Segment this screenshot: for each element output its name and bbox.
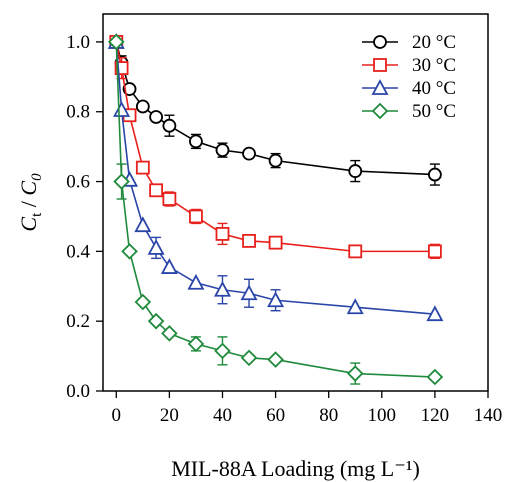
data-point [348,164,363,178]
y-axis-title-subscript-0: 0 [29,173,45,181]
data-point [242,146,256,161]
data-point [346,298,364,315]
data-point [346,365,364,382]
y-axis-title-slash: / [16,196,41,213]
y-tick-label: 0.6 [66,172,90,193]
x-tick-label: 60 [266,405,285,426]
data-point [122,82,137,96]
data-point [348,244,363,259]
y-axis-title-c: C [16,217,41,232]
data-point [240,349,258,367]
y-axis-title: Ct / C0 [16,173,45,232]
data-point [427,244,442,259]
x-tick-label: 80 [319,405,338,426]
legend-marker [371,102,389,120]
legend-label: 30 °C [412,55,456,76]
series-line [115,41,435,253]
data-point [149,110,164,124]
x-tick-label: 40 [213,405,232,426]
legend-marker [373,35,387,49]
x-tick-label: 140 [474,405,503,426]
series-layer [107,33,444,386]
y-axis-title-subscript-t: t [29,212,45,217]
data-point [268,235,283,250]
legend-marker [373,58,387,72]
data-point [215,143,230,158]
data-point [135,160,150,175]
x-tick-label: 120 [421,405,450,426]
data-point [240,284,258,301]
data-point [215,227,230,241]
data-point [161,325,178,342]
data-point [187,335,205,353]
data-point [427,167,442,182]
data-point [268,153,283,168]
y-axis-title-c0: C [16,181,41,196]
plot-frame [102,13,489,392]
data-point [160,258,178,274]
legend-label: 50 °C [412,101,456,122]
series-triangle [107,33,444,322]
data-point [135,99,150,114]
data-point [213,280,231,297]
data-point [267,291,285,308]
data-point [162,192,177,206]
data-point [147,312,165,330]
data-point [113,173,130,190]
y-tick-label: 1.0 [66,32,90,53]
data-point [426,368,444,386]
legend-marker [371,79,389,95]
series-line [115,41,435,316]
x-tick-label: 20 [160,405,179,426]
y-tick-label: 0.2 [66,311,90,332]
y-tick-label: 0.0 [66,381,90,402]
series-line [115,41,435,378]
plot-area-border [102,13,489,392]
data-point [426,305,444,322]
data-point [108,33,125,51]
x-tick-label: 0 [112,405,122,426]
data-point [187,273,205,290]
data-point [242,233,256,248]
data-point [189,209,203,224]
x-axis-ticks: 0 20 40 60 80 100 120 140 [112,391,503,426]
data-point [149,183,164,198]
legend: 20 °C30 °C40 °C50 °C [362,32,456,122]
y-axis-ticks: 0.0 0.2 0.4 0.6 0.8 1.0 [66,32,103,402]
legend-label: 40 °C [412,78,456,99]
y-tick-label: 0.8 [66,102,90,123]
data-point [134,216,152,233]
data-point [121,243,138,260]
data-point [134,293,152,311]
data-point [147,238,165,255]
legend-label: 20 °C [412,32,456,53]
data-point [267,351,284,368]
series-diamond [108,33,444,386]
data-point [189,134,203,149]
series-square [109,35,442,260]
x-axis-title: MIL-88A Loading (mg L⁻¹) [171,456,420,481]
y-tick-label: 0.4 [66,241,90,262]
data-point [162,118,177,133]
x-tick-label: 100 [368,405,397,426]
data-point [214,342,231,360]
